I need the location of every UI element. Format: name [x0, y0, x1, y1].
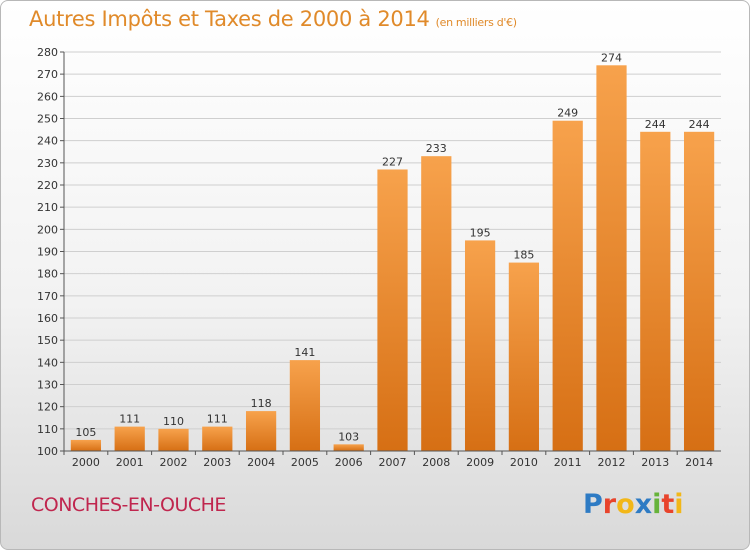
- x-tick-label: 2007: [379, 456, 407, 469]
- data-label: 195: [470, 226, 491, 239]
- bar-2004: [245, 411, 277, 451]
- bar-2003: [202, 426, 233, 451]
- x-tick-label: 2012: [598, 456, 626, 469]
- y-tick-label: 130: [37, 379, 58, 392]
- data-label: 105: [75, 426, 96, 439]
- data-label: 244: [645, 118, 666, 131]
- x-tick-label: 2001: [116, 456, 144, 469]
- y-tick-label: 240: [37, 135, 58, 148]
- bar-2001: [114, 426, 145, 451]
- y-tick-label: 230: [37, 157, 58, 170]
- x-tick-label: 2003: [203, 456, 231, 469]
- data-label: 249: [557, 107, 578, 120]
- chart-title-text: Autres Impôts et Taxes de 2000 à 2014: [29, 7, 430, 31]
- logo-letter: r: [602, 489, 617, 520]
- x-tick-label: 2008: [422, 456, 450, 469]
- logo-letter: i: [674, 489, 684, 520]
- data-label: 227: [382, 155, 403, 168]
- data-label: 244: [689, 118, 710, 131]
- bar-2013: [640, 131, 671, 452]
- chart-unit: (en milliers d'€): [435, 16, 517, 29]
- x-tick-label: 2010: [510, 456, 538, 469]
- y-tick-label: 260: [37, 90, 58, 103]
- x-tick-label: 2005: [291, 456, 319, 469]
- axes: [63, 52, 721, 452]
- x-tick-label: 2000: [72, 456, 100, 469]
- logo-letter: i: [652, 489, 662, 520]
- logo-letter: x: [634, 489, 653, 520]
- data-labels: 105 111 110 111 118 141 103 227 233 195 185 249 274 2…: [75, 51, 709, 443]
- y-tick-label: 160: [37, 312, 58, 325]
- y-tick-label: 280: [37, 46, 58, 59]
- bars: [70, 65, 715, 452]
- logo-letter: t: [661, 489, 675, 520]
- y-tick-labels: 100 110 120 130 140 150 160 170 180 190 200 210 220 2…: [37, 46, 58, 458]
- x-tick-label: 2006: [335, 456, 363, 469]
- bar-2011: [552, 120, 583, 451]
- bar-2009: [464, 240, 496, 451]
- x-tick-label: 2013: [641, 456, 669, 469]
- x-tick-label: 2014: [685, 456, 713, 469]
- y-tick-label: 270: [37, 68, 58, 81]
- y-tick-label: 140: [37, 356, 58, 369]
- y-tick-label: 170: [37, 290, 58, 303]
- x-tick-labels: 2000 2001 2002 2003 2004 2005 2006 2007 2008 2009…: [72, 456, 713, 469]
- bar-2002: [158, 428, 189, 451]
- logo-letter: o: [616, 489, 635, 520]
- bar-2012: [596, 65, 627, 452]
- bar-2007: [377, 169, 408, 451]
- bar-2006: [333, 444, 364, 451]
- data-label: 110: [163, 415, 184, 428]
- y-tick-label: 100: [37, 445, 58, 458]
- data-label: 111: [119, 413, 140, 426]
- data-label: 233: [426, 142, 447, 155]
- data-label: 118: [251, 397, 272, 410]
- chart-title: Autres Impôts et Taxes de 2000 à 2014 (en…: [29, 7, 517, 31]
- town-name: CONCHES-EN-OUCHE: [31, 494, 226, 516]
- data-label: 111: [207, 413, 228, 426]
- logo-letter: P: [583, 489, 603, 520]
- data-label: 103: [338, 430, 359, 443]
- proxiti-logo: Proxiti: [583, 489, 684, 520]
- x-tick-label: 2002: [160, 456, 188, 469]
- y-tick-label: 180: [37, 268, 58, 281]
- y-tick-label: 210: [37, 201, 58, 214]
- y-tick-label: 250: [37, 113, 58, 126]
- data-label: 274: [601, 51, 622, 64]
- x-tick-label: 2009: [466, 456, 494, 469]
- y-tick-label: 110: [37, 423, 58, 436]
- bar-2005: [289, 360, 321, 451]
- data-label: 141: [294, 346, 315, 359]
- x-tick-label: 2004: [247, 456, 275, 469]
- y-tick-label: 150: [37, 334, 58, 347]
- y-tick-label: 190: [37, 246, 58, 259]
- y-tick-label: 120: [37, 401, 58, 414]
- data-label: 185: [513, 249, 534, 262]
- bar-2010: [508, 262, 540, 451]
- bar-2014: [683, 131, 715, 452]
- bar-2000: [70, 439, 102, 451]
- y-tick-label: 220: [37, 179, 58, 192]
- bar-2008: [421, 156, 452, 451]
- y-tick-label: 200: [37, 223, 58, 236]
- x-tick-label: 2011: [554, 456, 582, 469]
